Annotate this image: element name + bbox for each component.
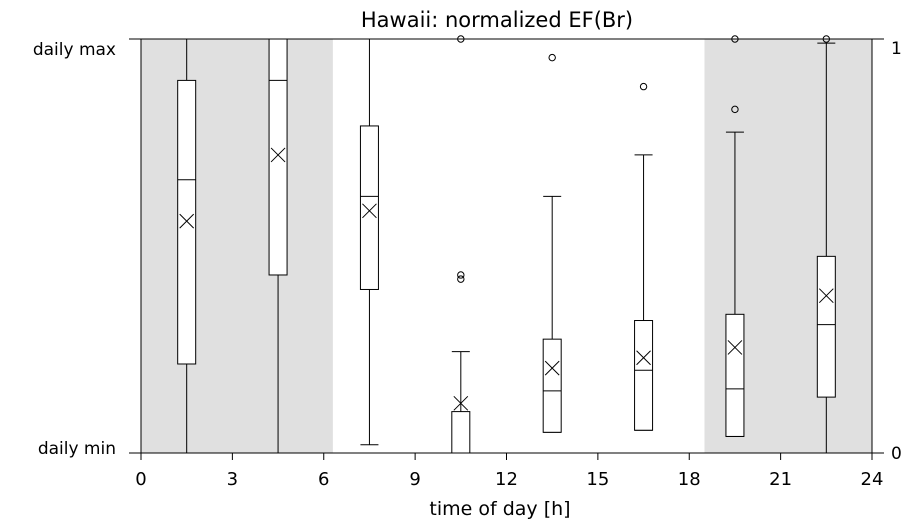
chart-title: Hawaii: normalized EF(Br): [361, 8, 633, 32]
mean-marker: [179, 213, 195, 229]
shaded-region-0: [141, 39, 333, 453]
mean-marker: [544, 360, 560, 376]
box-3: [451, 35, 471, 454]
x-tick-label: 24: [861, 469, 884, 490]
mean-marker: [453, 395, 469, 411]
night-shading: [141, 39, 872, 453]
mean-marker-stroke: [179, 213, 195, 229]
mean-marker-stroke: [818, 288, 834, 304]
outlier-point: [731, 105, 739, 114]
x-axis-label: time of day [h]: [429, 498, 570, 520]
mean-marker: [362, 203, 377, 219]
right-tick-label-0: 0: [891, 444, 902, 464]
mean-marker: [270, 147, 286, 163]
iqr-box: [268, 38, 288, 276]
iqr-box: [816, 255, 836, 398]
iqr-box: [634, 320, 654, 431]
x-tick-label: 12: [495, 469, 518, 490]
iqr-box: [451, 411, 471, 454]
box-4: [542, 53, 562, 433]
x-tick-label: 15: [586, 469, 609, 490]
mean-marker: [727, 340, 743, 355]
outlier-point: [457, 271, 465, 279]
mean-marker-stroke: [362, 203, 377, 219]
outlier-point: [457, 275, 465, 283]
x-tick-label: 18: [678, 469, 701, 490]
iqr-box: [542, 338, 562, 433]
x-tick-label: 0: [135, 469, 146, 490]
y-label-daily-min: daily min: [38, 439, 116, 459]
outlier-point: [548, 53, 556, 62]
x-tick-label: 9: [409, 469, 420, 490]
mean-marker: [818, 288, 834, 304]
iqr-box: [359, 125, 379, 290]
mean-marker: [636, 350, 651, 366]
iqr-box: [177, 79, 197, 365]
box-5: [634, 82, 654, 431]
mean-marker-stroke: [270, 147, 286, 163]
mean-marker-stroke: [544, 360, 560, 376]
box-2: [359, 38, 379, 446]
box-6: [725, 35, 745, 437]
right-tick-label-1: 1: [891, 39, 902, 59]
x-axis-ticks: 0 3 6 9 12 15 18 21 24: [129, 38, 884, 490]
x-tick-label: 6: [318, 469, 329, 490]
outlier-point: [639, 82, 648, 91]
x-tick-label: 21: [769, 469, 792, 490]
iqr-box: [725, 313, 745, 437]
mean-marker-stroke: [453, 395, 469, 411]
y-label-daily-max: daily max: [33, 40, 116, 60]
mean-marker-stroke: [636, 350, 651, 366]
mean-marker-stroke: [727, 340, 743, 355]
x-tick-label: 3: [227, 469, 238, 490]
